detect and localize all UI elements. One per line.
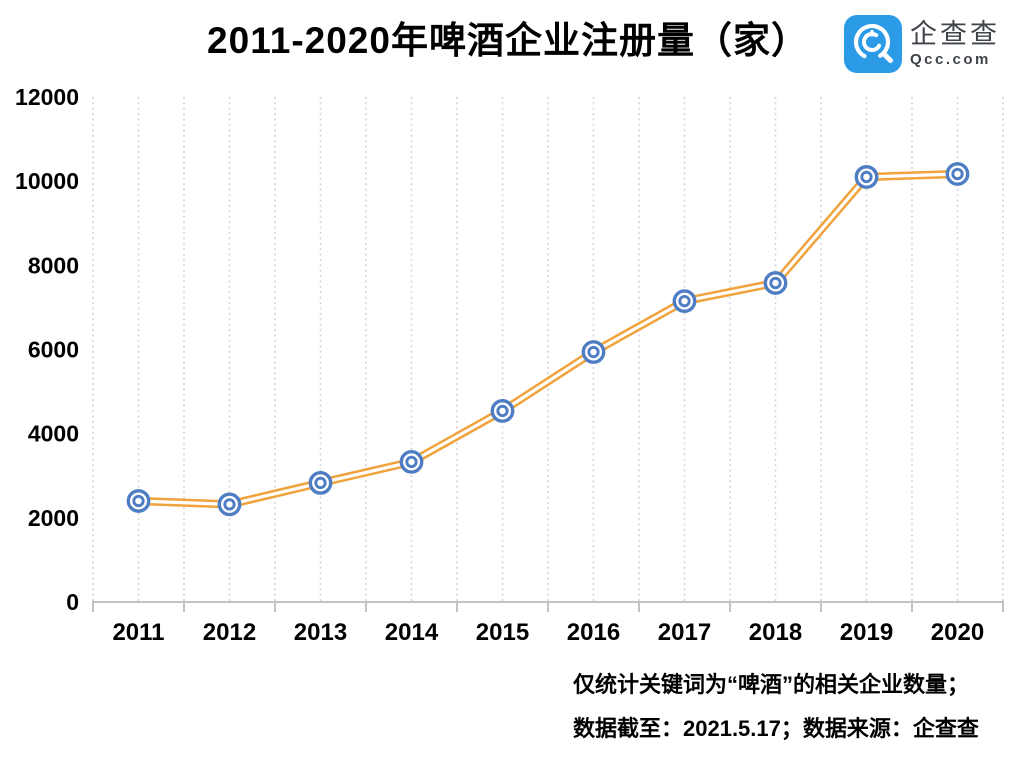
data-point-inner-ring: [223, 498, 236, 511]
logo-company-name: 企查查: [910, 19, 1000, 49]
data-point-markers: [126, 162, 970, 517]
footer-note-1: 仅统计关键词为“啤酒”的相关企业数量；: [573, 672, 970, 697]
data-point-inner-ring: [132, 494, 145, 508]
y-tick-label: 10000: [15, 168, 79, 194]
x-tick-label: 2020: [931, 619, 984, 646]
x-tick-label: 2019: [840, 619, 893, 646]
qcc-logo: 企查查 Qcc.com: [844, 15, 1000, 73]
x-tick-label: 2013: [294, 619, 347, 646]
data-point-inner-ring: [496, 404, 509, 418]
logo-domain-name: Qcc.com: [910, 51, 991, 68]
footer-note-2: 数据截至：2021.5.17；数据来源：企查查: [573, 716, 979, 741]
qcc-magnifier-icon: [844, 15, 902, 73]
data-point-inner-ring: [860, 170, 873, 184]
data-point-inner-ring: [314, 476, 327, 490]
data-point-inner-ring: [678, 294, 691, 308]
data-point-inner-ring: [951, 167, 964, 181]
y-tick-label: 0: [66, 589, 79, 615]
footer-notes: 仅统计关键词为“啤酒”的相关企业数量； 数据截至：2021.5.17；数据来源：…: [573, 663, 979, 751]
y-tick-label: 8000: [28, 252, 79, 278]
x-tick-label: 2011: [112, 619, 164, 646]
y-tick-label: 2000: [28, 505, 79, 531]
y-tick-label: 12000: [15, 84, 79, 110]
chart-title: 2011-2020年啤酒企业注册量（家）: [207, 20, 809, 61]
x-tick-label: 2018: [749, 619, 802, 646]
x-tick-label: 2017: [658, 619, 711, 646]
y-tick-label: 6000: [28, 337, 79, 363]
series-line: [134, 169, 962, 509]
x-tick-label: 2015: [476, 619, 529, 646]
x-tick-label: 2016: [567, 619, 620, 646]
x-tick-label: 2012: [203, 619, 256, 646]
x-axis: [92, 601, 1004, 612]
x-axis-labels: 2011 2012 2013 2014 2015 2016 2017 2018 2019 2020: [112, 619, 984, 646]
data-point-inner-ring: [587, 345, 600, 359]
data-point-inner-ring: [769, 276, 782, 290]
qcc-logo-text: 企查查 Qcc.com: [910, 19, 1000, 69]
y-tick-label: 4000: [28, 421, 79, 447]
data-point-inner-ring: [405, 455, 418, 469]
y-axis-labels: 0 2000 4000 6000 8000 10000 12000: [15, 84, 79, 615]
series-line-stripe: [136, 172, 960, 506]
x-tick-label: 2014: [385, 619, 439, 646]
